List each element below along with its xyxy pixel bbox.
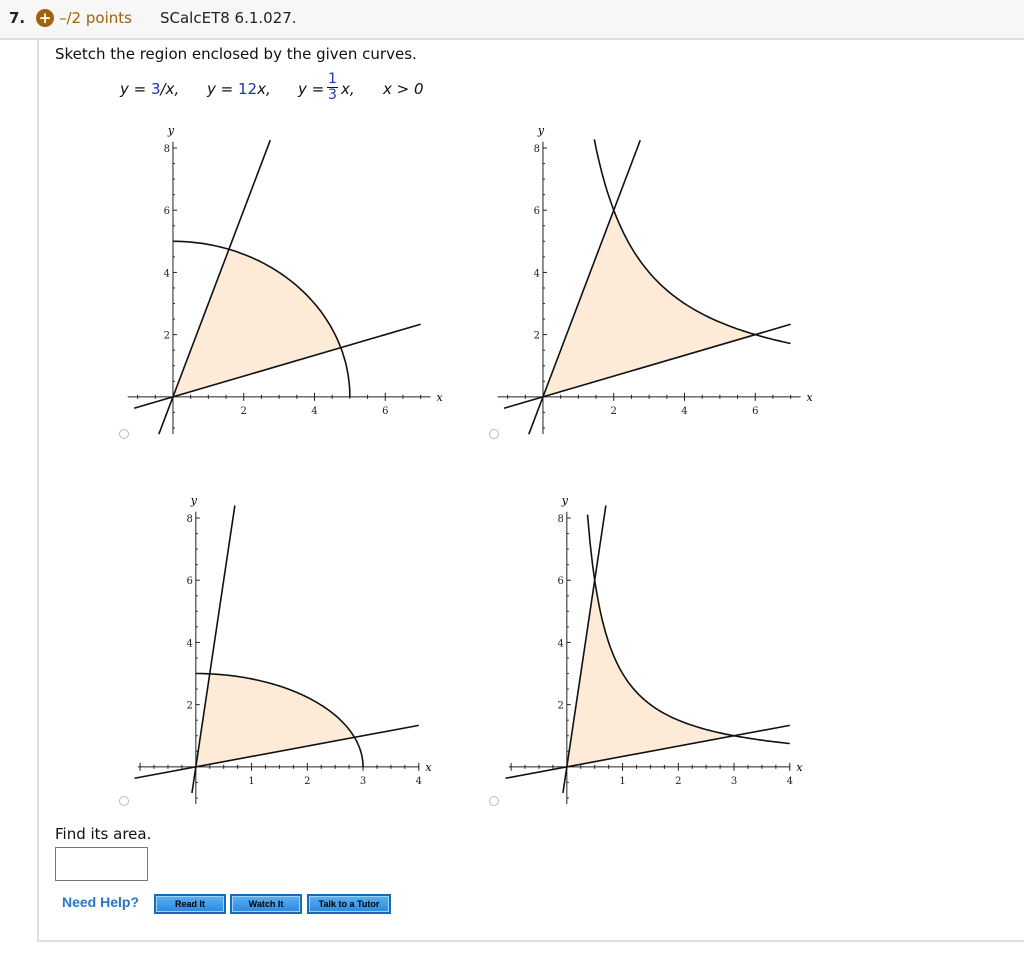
y-axis-label: y <box>190 494 198 507</box>
line-curve-2 <box>133 323 421 410</box>
need-help-label: Need Help? <box>62 894 140 910</box>
problem-reference: SCalcET8 6.1.027. <box>160 9 297 27</box>
x-axis-label: x <box>796 761 803 774</box>
y-tick-label: 6 <box>534 206 540 217</box>
y-tick-label: 4 <box>164 268 170 279</box>
line-curve-1 <box>191 505 236 794</box>
graph-option-2: 2 4 6 2 4 6 8 x y <box>497 124 814 435</box>
radio-option-3[interactable] <box>119 796 129 806</box>
equation-1: y = 3/x, <box>120 80 180 98</box>
y-tick-label: 6 <box>186 576 192 587</box>
x-axis-label: x <box>807 391 814 404</box>
area-answer-input[interactable] <box>55 847 148 881</box>
radio-option-2[interactable] <box>489 429 499 439</box>
y-axis-label: y <box>537 124 545 137</box>
x-tick-label: 3 <box>360 776 366 787</box>
bounding-curve <box>586 514 790 745</box>
equation-2: y = 12x, <box>207 80 271 98</box>
question-header: 7. + –/2 points SCalcET8 6.1.027. <box>0 0 1024 40</box>
x-tick-label: 6 <box>752 406 758 417</box>
line-curve-1 <box>528 139 642 435</box>
points-label: –/2 points <box>59 9 132 27</box>
shaded-region <box>173 249 341 397</box>
y-tick-label: 2 <box>557 701 563 712</box>
x-tick-label: 4 <box>416 776 422 787</box>
watch-it-button[interactable]: Watch It <box>230 894 302 914</box>
y-tick-label: 2 <box>186 701 192 712</box>
talk-to-tutor-button[interactable]: Talk to a Tutor <box>307 894 391 914</box>
x-tick-label: 2 <box>304 776 310 787</box>
x-tick-label: 1 <box>248 776 254 787</box>
line-curve-1 <box>562 505 607 794</box>
x-axis-label: x <box>437 391 444 404</box>
line-curve-2 <box>503 323 791 410</box>
x-tick-label: 4 <box>311 406 317 417</box>
y-axis-label: y <box>561 494 569 507</box>
x-tick-label: 4 <box>787 776 793 787</box>
radio-option-1[interactable] <box>119 429 129 439</box>
x-tick-label: 1 <box>619 776 625 787</box>
x-tick-label: 4 <box>681 406 687 417</box>
x-tick-label: 6 <box>382 406 388 417</box>
x-tick-label: 2 <box>611 406 617 417</box>
graph-option-1: 2 4 6 2 4 6 8 x y <box>127 124 444 435</box>
y-tick-label: 6 <box>557 576 563 587</box>
y-tick-label: 6 <box>164 206 170 217</box>
bounding-curve <box>195 672 364 767</box>
y-tick-label: 8 <box>534 144 540 155</box>
bounding-curve <box>173 240 351 397</box>
graph-option-4: 1 2 3 4 2 4 6 8 x y <box>505 494 803 805</box>
y-tick-label: 8 <box>164 144 170 155</box>
y-tick-label: 4 <box>534 268 540 279</box>
bounding-curve <box>593 139 791 345</box>
line-curve-2 <box>134 724 419 780</box>
read-it-button[interactable]: Read It <box>154 894 226 914</box>
shaded-region <box>543 210 756 397</box>
x-tick-label: 2 <box>241 406 247 417</box>
x-tick-label: 3 <box>731 776 737 787</box>
y-tick-label: 2 <box>164 331 170 342</box>
question-number: 7. <box>9 9 26 27</box>
x-axis-label: x <box>425 761 432 774</box>
equation-4: x > 0 <box>383 80 424 98</box>
line-curve-2 <box>505 724 790 780</box>
y-tick-label: 8 <box>557 514 563 525</box>
radio-option-4[interactable] <box>489 796 499 806</box>
y-tick-label: 8 <box>186 514 192 525</box>
graph-option-3: 1 2 3 4 2 4 6 8 x y <box>134 494 432 805</box>
y-tick-label: 4 <box>186 638 192 649</box>
question-prompt: Sketch the region enclosed by the given … <box>55 45 417 63</box>
line-curve-1 <box>158 139 272 435</box>
find-area-label: Find its area. <box>55 825 152 843</box>
y-tick-label: 2 <box>534 331 540 342</box>
question-frame <box>37 40 1024 942</box>
shaded-region <box>195 673 355 767</box>
x-tick-label: 2 <box>675 776 681 787</box>
expand-plus-icon[interactable]: + <box>36 9 54 27</box>
equation-3: y = x, <box>298 80 355 98</box>
shaded-region <box>566 580 734 767</box>
y-axis-label: y <box>167 124 175 137</box>
y-tick-label: 4 <box>557 638 563 649</box>
